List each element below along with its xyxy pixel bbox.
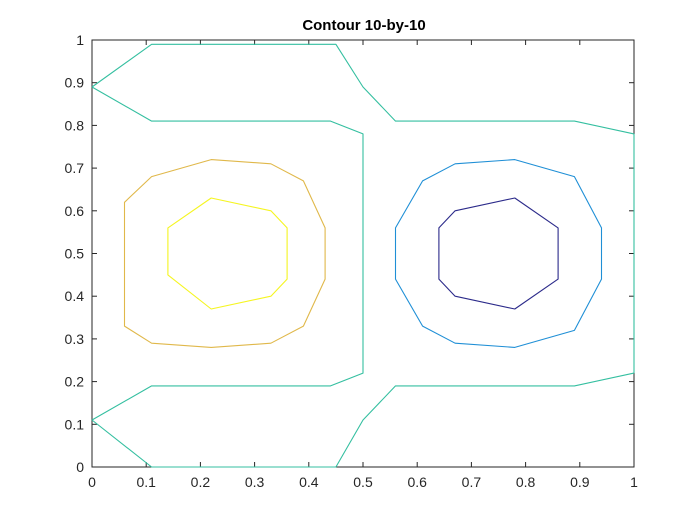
x-tick-label: 0: [88, 474, 96, 490]
contour-line-left-inner: [167, 197, 288, 310]
x-tick-label: 0.8: [516, 474, 536, 490]
x-tick-label: 0.9: [570, 474, 590, 490]
y-tick-label: 0.9: [65, 75, 85, 91]
y-tick-label: 0.2: [65, 374, 85, 390]
x-tick-label: 0.6: [407, 474, 427, 490]
y-tick-label: 0.8: [65, 117, 85, 133]
y-tick-label: 0: [76, 459, 84, 475]
y-tick-label: 0.5: [65, 246, 85, 262]
y-tick-label: 0.3: [65, 331, 85, 347]
chart-title: Contour 10-by-10: [302, 17, 425, 34]
y-tick-label: 1: [76, 32, 84, 48]
contour-line-outer-level: [91, 86, 364, 421]
x-tick-label: 0.4: [299, 474, 319, 490]
contour-line-left-outer: [123, 159, 326, 348]
contour-line-outer-level: [91, 372, 635, 468]
y-tick-label: 0.4: [65, 288, 85, 304]
x-tick-label: 0.5: [353, 474, 373, 490]
contour-line-right-inner: [438, 197, 559, 310]
y-tick-label: 0.7: [65, 160, 85, 176]
y-tick-label: 0.1: [65, 416, 85, 432]
x-tick-label: 0.2: [191, 474, 211, 490]
x-tick-label: 0.3: [245, 474, 265, 490]
x-tick-label: 1: [630, 474, 638, 490]
x-tick-label: 0.7: [462, 474, 482, 490]
contour-line-outer-level: [91, 43, 635, 135]
plot-area: 0 0.1 0.2 0.3 0.4 0.5 0.6 0.7 0.8 0.9 1 0 0.1 0.2 0.3 0…: [65, 32, 639, 490]
y-tick-label: 0.6: [65, 203, 85, 219]
contour-line-right-outer: [394, 159, 603, 348]
x-tick-label: 0.1: [136, 474, 156, 490]
